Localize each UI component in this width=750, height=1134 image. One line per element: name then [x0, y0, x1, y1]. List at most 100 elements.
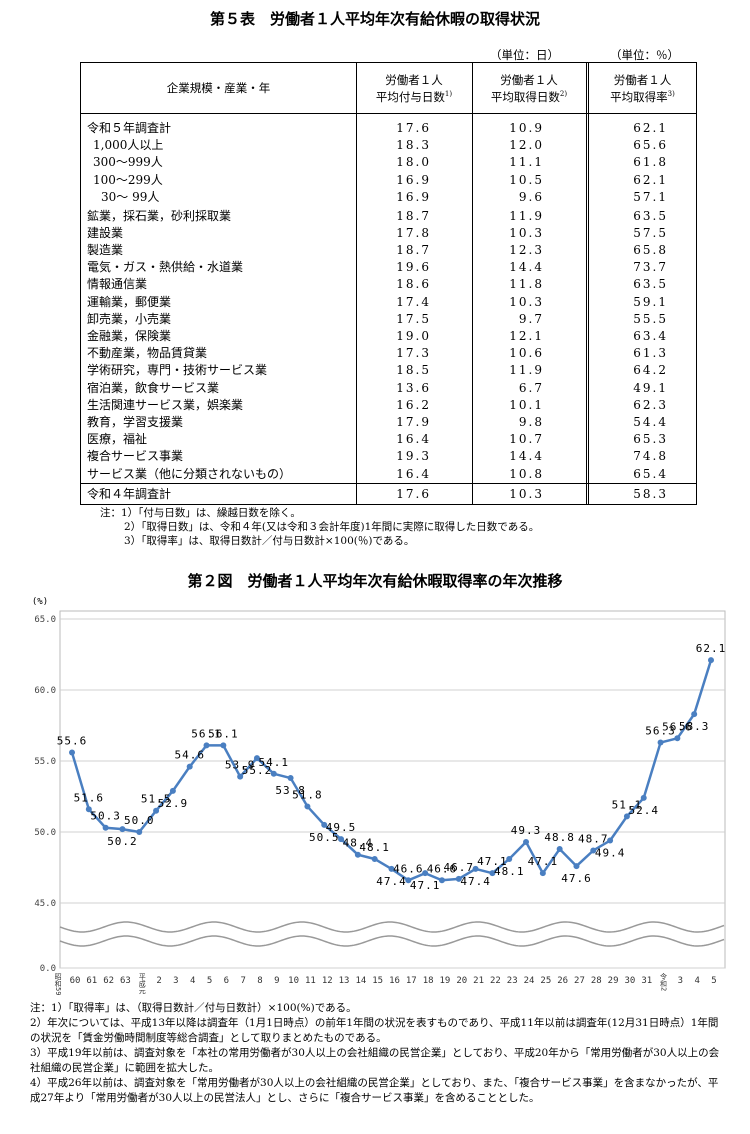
data-point — [186, 763, 193, 770]
x-tick-label: 26 — [557, 976, 568, 986]
cell-value: 63.5 — [633, 208, 668, 223]
data-point — [304, 803, 311, 810]
axis-break-band — [61, 926, 724, 942]
x-tick-label: 19 — [440, 976, 451, 986]
x-tick-label: 3 — [173, 976, 178, 986]
data-label: 46.6 — [393, 862, 424, 875]
header-cell: 企業規模・産業・年 — [166, 81, 271, 95]
data-label: 50.2 — [107, 835, 138, 848]
x-tick-label: 61 — [86, 976, 97, 986]
x-tick-label: 27 — [574, 976, 585, 986]
cell-value: 10.3 — [509, 294, 544, 309]
data-label: 56.1 — [208, 727, 239, 740]
x-tick-label: 6 — [224, 976, 229, 986]
table-note: 注：1）「付与日数」は、繰越日数を除く。 — [100, 507, 301, 519]
x-tick-label: 18 — [423, 976, 434, 986]
x-tick-label: 31 — [641, 976, 652, 986]
cell-value: 13.6 — [396, 380, 431, 395]
data-label: 51.6 — [74, 791, 105, 804]
data-label: 47.1 — [528, 855, 559, 868]
y-tick-label: 50.0 — [34, 828, 56, 838]
x-tick-label: 16 — [389, 976, 400, 986]
x-tick-label: 平成元 — [138, 973, 146, 995]
data-label: 46.6 — [427, 862, 458, 875]
table-note: 2）「取得日数」は、令和４年(又は令和３会計年度)1年間に実際に取得した日数であ… — [124, 521, 540, 533]
figure-note: 注：1）「取得率」は、（取得日数計／付与日数計）×100(%)である。 — [30, 1002, 357, 1014]
data-label: 50.3 — [90, 810, 121, 823]
cell-value: 14.4 — [509, 449, 544, 464]
cell-value: 17.8 — [396, 225, 431, 240]
data-label: 54.1 — [259, 756, 290, 769]
data-label: 47.1 — [477, 855, 508, 868]
data-point — [253, 755, 260, 762]
row-label: 卸売業，小売業 — [87, 311, 172, 326]
data-label: 48.8 — [544, 831, 575, 844]
cell-value: 61.8 — [633, 155, 668, 170]
x-tick-label: 22 — [490, 976, 501, 986]
cell-value: 65.4 — [633, 466, 668, 481]
cell-value: 57.5 — [633, 225, 668, 240]
cell-value: 18.3 — [396, 138, 431, 153]
x-tick-label: 9 — [274, 976, 279, 986]
data-label: 56.1 — [191, 727, 222, 740]
data-point — [388, 865, 395, 872]
x-tick-label: 14 — [355, 976, 366, 986]
figure-note: 3）平成19年以前は、調査対象を「本社の常用労働者が30人以上の会社組織の民営企… — [30, 1047, 720, 1074]
x-tick-label: 63 — [120, 976, 131, 986]
data-label: 50.5 — [309, 831, 340, 844]
table-note: 3）「取得率」は、取得日数計／付与日数計×100(％)である。 — [124, 535, 415, 547]
cell-value: 63.5 — [633, 277, 668, 292]
row-label: 生活関連サービス業，娯楽業 — [87, 397, 244, 412]
header-cell: 労働者１人 平均取得率3) — [589, 73, 696, 104]
cell-value: 58.3 — [633, 487, 668, 501]
col-line — [472, 63, 473, 504]
x-tick-label: 29 — [608, 976, 619, 986]
row-label: 30～ 99人 — [101, 189, 160, 204]
data-point — [287, 775, 294, 782]
cell-value: 18.7 — [396, 242, 431, 257]
data-label: 47.4 — [376, 875, 407, 888]
x-tick-label: 17 — [406, 976, 417, 986]
cell-value: 55.5 — [633, 311, 668, 326]
cell-value: 17.4 — [396, 294, 431, 309]
data-label: 53.8 — [275, 784, 306, 797]
header-line: 労働者１人 — [613, 73, 672, 87]
row-label: 不動産業，物品賃貸業 — [87, 346, 208, 361]
x-tick-label: 25 — [540, 976, 551, 986]
x-tick-label: 令和2 — [660, 972, 668, 991]
data-label: 48.7 — [578, 832, 609, 845]
data-point — [371, 855, 378, 862]
cell-value: 54.4 — [633, 414, 668, 429]
y-tick-label: 60.0 — [34, 686, 56, 696]
data-point — [85, 806, 92, 813]
data-label: 51.8 — [292, 788, 323, 801]
x-tick-label: 20 — [456, 976, 467, 986]
unit-label: （単位：％） — [610, 48, 679, 62]
data-label: 58.3 — [679, 720, 710, 733]
cell-value: 65.8 — [633, 242, 668, 257]
table: 企業規模・産業・年 労働者１人 平均付与日数1) 労働者１人 平均取得日数2) 労働者１人… — [80, 62, 697, 505]
header-note: 2) — [559, 90, 568, 98]
data-label: 49.5 — [326, 821, 357, 834]
data-point — [338, 836, 345, 843]
cell-value: 19.0 — [396, 328, 431, 343]
data-label: 51.1 — [612, 798, 643, 811]
y-tick-label: 0.0 — [40, 964, 56, 974]
header-line: 労働者１人 — [385, 73, 443, 87]
row-label: 宿泊業，飲食サービス業 — [87, 380, 220, 395]
cell-value: 10.7 — [509, 432, 544, 447]
data-point — [455, 875, 462, 882]
cell-value: 73.7 — [633, 260, 668, 275]
row-label: 学術研究，専門・技術サービス業 — [87, 363, 268, 378]
header-line: 平均付与日数 — [375, 89, 445, 104]
x-tick-label: 60 — [70, 976, 81, 986]
header-cell: 労働者１人 平均付与日数1) — [356, 73, 472, 104]
x-tick-label: 3 — [678, 976, 683, 986]
cell-value: 65.3 — [633, 432, 668, 447]
y-tick-label: 55.0 — [34, 757, 56, 767]
cell-value: 18.7 — [396, 208, 431, 223]
cell-value: 18.0 — [396, 155, 431, 170]
x-tick-label: 13 — [339, 976, 350, 986]
data-point — [422, 870, 429, 877]
